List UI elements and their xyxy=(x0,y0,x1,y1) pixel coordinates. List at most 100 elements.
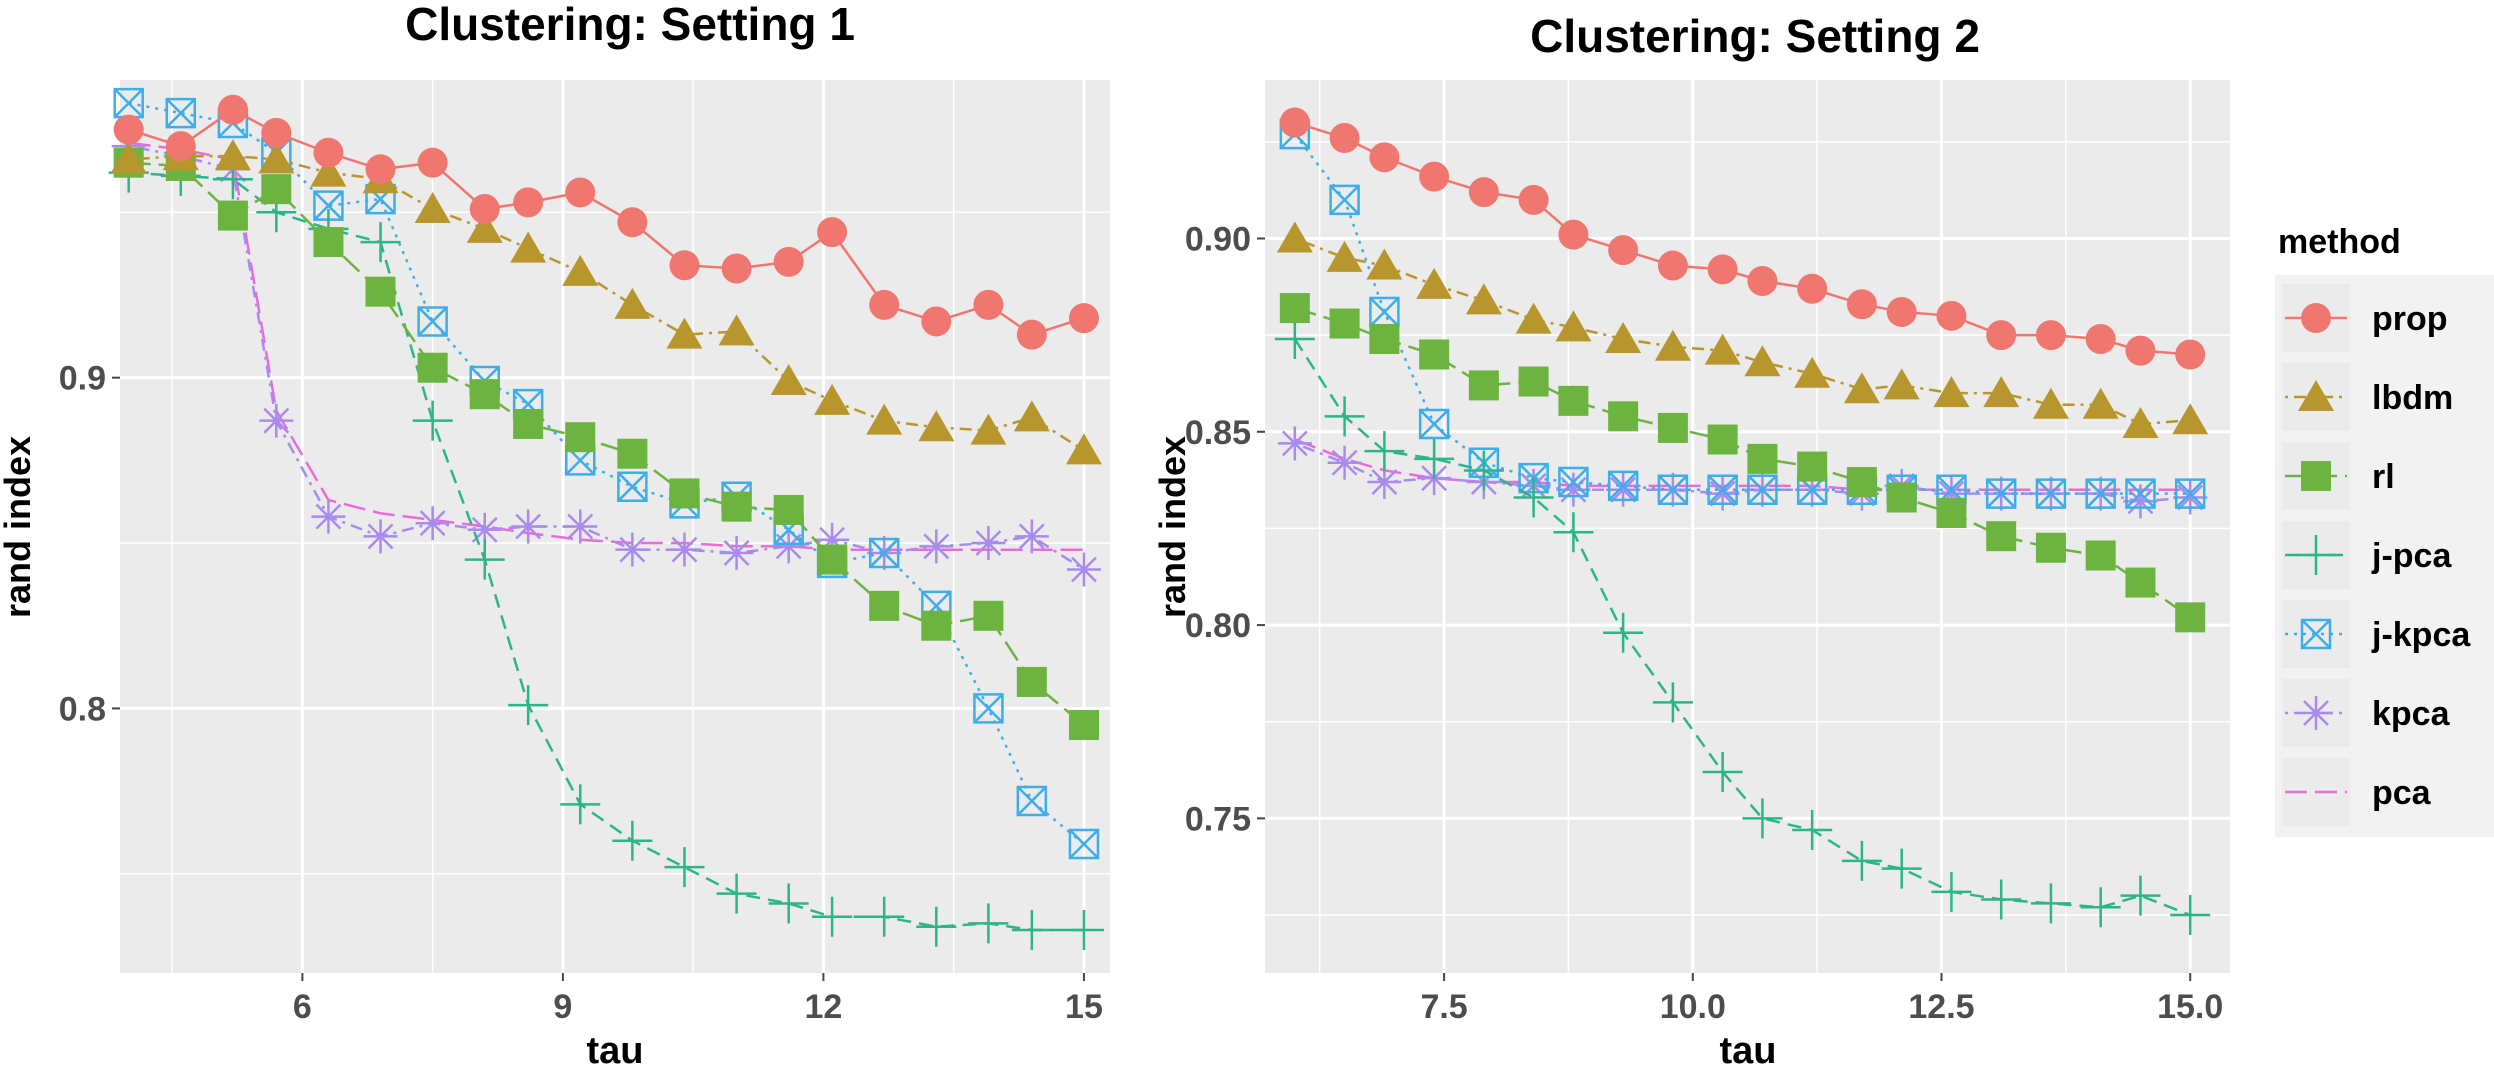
data-point-kpca xyxy=(1556,472,1591,507)
legend-key-marker xyxy=(2298,380,2334,411)
data-point-jpca xyxy=(360,222,401,263)
data-point-lbdm xyxy=(1416,267,1453,299)
series-line-pca xyxy=(128,141,1084,551)
data-point-kpca xyxy=(1934,476,1969,511)
data-point-prop xyxy=(469,193,500,224)
plot-panel-background xyxy=(1265,80,2230,973)
series-prop xyxy=(1279,107,2206,370)
series-lbdm xyxy=(1276,221,2209,439)
data-point-rl xyxy=(817,544,848,575)
data-point-lbdm xyxy=(1983,376,2020,408)
data-point-rl xyxy=(2085,540,2116,571)
data-point-jpca xyxy=(2170,895,2211,936)
legend-key-marker xyxy=(2296,535,2336,575)
data-point-kpca xyxy=(415,506,450,541)
data-point-rl xyxy=(1016,666,1047,697)
data-point-rl xyxy=(565,422,596,453)
data-point-kpca xyxy=(1367,465,1402,500)
data-point-jpca xyxy=(1553,512,1594,553)
data-point-jkpca xyxy=(1747,474,1778,506)
data-point-prop xyxy=(669,250,700,281)
data-point-rl xyxy=(921,610,952,641)
data-point-jpca xyxy=(2030,883,2071,924)
legend-key-marker xyxy=(2299,696,2333,730)
data-point-jpca xyxy=(1881,848,1922,889)
y-tick-label: 0.90 xyxy=(1185,220,1251,258)
data-point-jpca xyxy=(1841,840,1882,881)
series-layer xyxy=(1274,107,2211,936)
data-point-jkpca xyxy=(1016,785,1048,817)
x-tick-label: 6 xyxy=(293,988,312,1026)
legend-key-marker xyxy=(2301,461,2331,491)
data-point-jkpca xyxy=(165,97,197,129)
data-point-jpca xyxy=(768,883,809,924)
data-point-jkpca xyxy=(2035,478,2067,509)
data-point-prop xyxy=(1068,303,1099,334)
data-point-prop xyxy=(921,306,952,337)
legend-key-marker xyxy=(2300,618,2332,650)
data-point-prop xyxy=(617,207,648,238)
data-point-jpca xyxy=(1513,477,1554,518)
data-point-rl xyxy=(261,174,292,205)
legend-label: kpca xyxy=(2372,695,2451,733)
data-point-kpca xyxy=(919,529,954,564)
series-line-jkpca xyxy=(1293,133,2191,495)
series-line-lbdm xyxy=(128,154,1085,452)
data-point-prop xyxy=(773,246,804,277)
legend-label: j-kpca xyxy=(2371,616,2471,654)
data-point-jpca xyxy=(2120,875,2161,916)
data-point-lbdm xyxy=(1744,345,1781,377)
data-point-rl xyxy=(1797,451,1828,482)
x-tick-label: 7.5 xyxy=(1420,988,1467,1026)
data-point-lbdm xyxy=(814,383,851,415)
legend-item-jkpca: j-kpca xyxy=(2282,600,2471,668)
data-point-lbdm xyxy=(466,211,503,243)
data-point-kpca xyxy=(815,522,850,557)
data-point-jpca xyxy=(1364,431,1405,472)
x-tick-label: 15 xyxy=(1065,988,1103,1026)
data-point-kpca xyxy=(1327,445,1362,480)
data-point-prop xyxy=(113,114,144,145)
axis-ticks: 6 9 12 15 0.8 0.9 xyxy=(59,360,1103,1026)
data-point-jkpca xyxy=(1068,828,1100,860)
chart-panel-setting-2: 7.5 10.0 12.5 15.0 0.75 0.80 0.85 0.90 Clusteri… xyxy=(1152,10,2230,1072)
legend-item-pca: pca xyxy=(2282,758,2432,826)
data-point-lbdm xyxy=(1326,240,1363,272)
legend-label: rl xyxy=(2372,458,2395,496)
data-point-rl xyxy=(1419,339,1450,370)
data-point-kpca xyxy=(1606,472,1641,507)
data-point-lbdm xyxy=(614,287,651,319)
data-point-jkpca xyxy=(1418,408,1450,440)
data-point-jkpca xyxy=(2174,478,2206,509)
data-point-lbdm xyxy=(970,413,1007,445)
series-prop xyxy=(113,94,1099,350)
x-tick-label: 12.5 xyxy=(1908,988,1974,1026)
data-point-kpca xyxy=(615,532,650,567)
data-point-jpca xyxy=(812,896,853,937)
data-point-lbdm xyxy=(718,314,755,346)
data-point-prop xyxy=(565,177,596,208)
x-axis-label: tau xyxy=(1720,1030,1777,1072)
data-point-rl xyxy=(973,600,1004,631)
data-point-jpca xyxy=(1702,751,1743,792)
data-point-jpca xyxy=(864,896,905,937)
data-point-prop xyxy=(1329,122,1360,153)
data-point-rl xyxy=(417,352,448,383)
data-point-rl xyxy=(313,227,344,258)
data-point-rl xyxy=(1558,385,1589,416)
data-point-kpca xyxy=(771,529,806,564)
data-point-kpca xyxy=(1066,552,1101,587)
data-point-rl xyxy=(1846,467,1877,498)
data-point-kpca xyxy=(667,532,702,567)
data-point-prop xyxy=(2035,320,2066,351)
data-point-jpca xyxy=(1463,450,1504,491)
data-point-kpca xyxy=(719,535,754,570)
data-point-prop xyxy=(869,289,900,320)
series-jpca xyxy=(1274,319,2211,936)
data-point-lbdm xyxy=(1704,333,1741,365)
data-point-prop xyxy=(1016,319,1047,350)
data-point-jkpca xyxy=(1329,184,1360,216)
data-point-jkpca xyxy=(2085,478,2116,509)
legend-label: lbdm xyxy=(2372,379,2453,417)
data-point-jkpca xyxy=(1657,474,1689,506)
